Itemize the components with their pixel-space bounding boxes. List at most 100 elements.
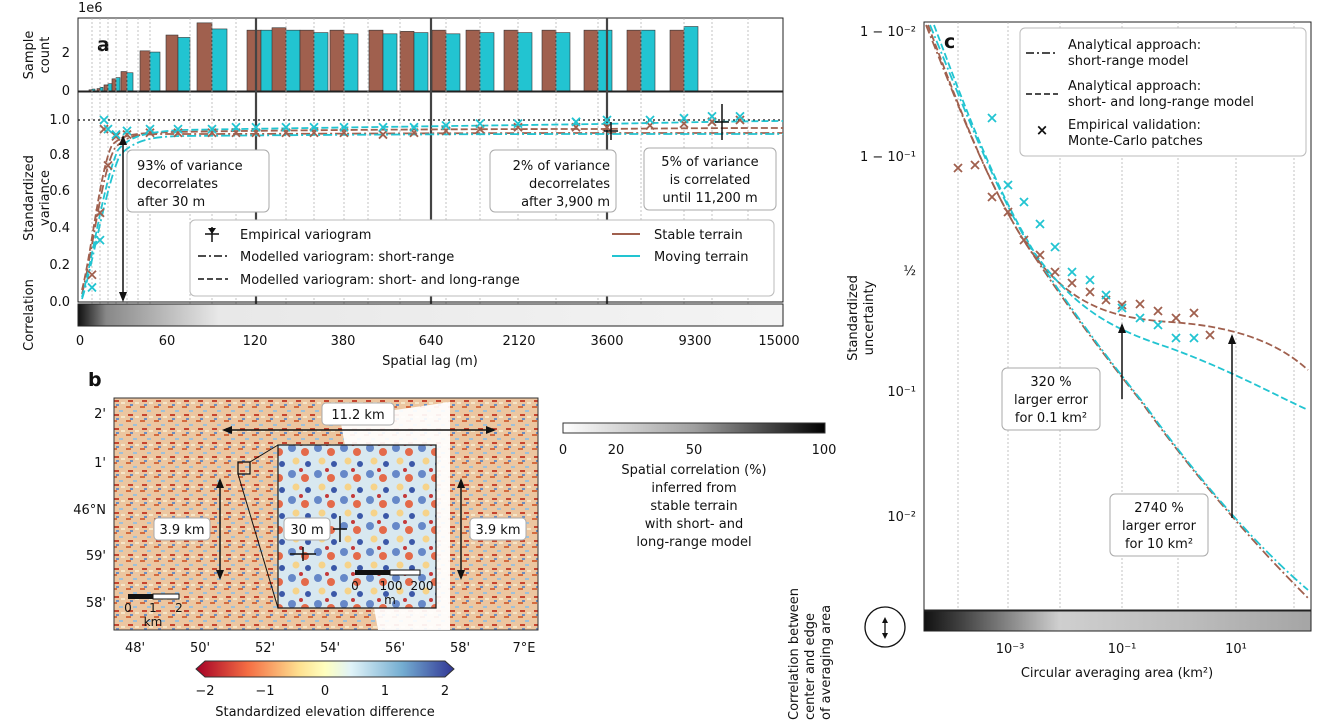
- legend-c-emp: Empirical validation:: [1068, 118, 1201, 133]
- annot-line: 93% of variance: [137, 159, 243, 174]
- corr-cbar-label: Spatial correlation (%): [621, 463, 766, 478]
- xtick: 640: [419, 334, 444, 349]
- annot-line: 2740 %: [1134, 501, 1184, 516]
- panel-a-label: a: [97, 34, 110, 56]
- var-ylabel: Standardized: [22, 155, 37, 241]
- mc-point: [1101, 290, 1111, 300]
- mc-point: [1171, 333, 1181, 343]
- annot-line: for 0.1 km²: [1015, 411, 1087, 426]
- side-label: Correlation between: [787, 588, 802, 720]
- elevation-colorbar: −2 −1 0 1 2 Standardized elevation diffe…: [195, 660, 455, 720]
- empirical-point: [87, 282, 97, 293]
- bar-stable: [399, 31, 415, 92]
- mc-point: [1003, 207, 1013, 217]
- inset-scale-unit: m: [384, 593, 396, 607]
- legend-stable: Stable terrain: [654, 228, 743, 243]
- legend-c-x-marker: ×: [1036, 121, 1049, 139]
- corr-cbar-tick: 100: [812, 443, 837, 458]
- sample-multiplier: 1e6: [78, 1, 103, 16]
- map-xtick: 52': [255, 641, 275, 656]
- annot-line: after 30 m: [137, 195, 205, 210]
- xtick: 9300: [678, 334, 711, 349]
- bar-moving: [597, 29, 613, 92]
- xtick: 15000: [758, 334, 799, 349]
- mc-point: [1035, 250, 1045, 260]
- var-ylabel: variance: [38, 170, 53, 226]
- legend-c-long: Analytical approach:: [1068, 79, 1201, 94]
- cbar-tick: −1: [255, 684, 274, 699]
- sample-ylabel: count: [38, 37, 53, 74]
- annotation-93: 93% of variance decorrelates after 30 m: [126, 149, 270, 213]
- legend-a: Empirical variogram Modelled variogram: …: [189, 219, 775, 297]
- empirical-point: [207, 128, 217, 138]
- variance-lines: [81, 104, 784, 300]
- bar-moving: [211, 28, 228, 92]
- bar-moving: [479, 32, 495, 92]
- variogram-model-line: [81, 120, 784, 298]
- legend-empirical: Empirical variogram: [240, 228, 371, 243]
- mc-point: [1067, 267, 1077, 277]
- bar-stable: [139, 50, 151, 92]
- empirical-point: [122, 129, 132, 140]
- mc-point: [1153, 306, 1163, 316]
- empirical-point: [145, 128, 155, 138]
- empirical-point: [475, 119, 485, 129]
- legend-box: [189, 219, 775, 297]
- empirical-point: [173, 128, 183, 138]
- empirical-point: [441, 120, 451, 131]
- corr-cbar-label: inferred from: [651, 481, 736, 496]
- bar-stable: [431, 29, 447, 92]
- c-ytick: 10⁻²: [887, 510, 916, 525]
- map-yticks: 2' 1' 46°N 59' 58': [73, 407, 106, 611]
- empirical-point: [679, 113, 689, 123]
- annotation-320: 320 % larger error for 0.1 km²: [1001, 367, 1101, 431]
- bar-stable: [111, 78, 117, 92]
- legend-c-long: short- and long-range model: [1068, 95, 1254, 110]
- bar-moving: [149, 51, 161, 92]
- annotation-5: 5% of variance is correlated until 11,20…: [643, 147, 777, 211]
- c-ytick: 1 − 10⁻²: [860, 25, 916, 40]
- empirical-point: [735, 111, 745, 121]
- bar-stable: [626, 29, 642, 92]
- mc-point: [953, 163, 963, 173]
- c-ylabel: uncertainty: [862, 280, 877, 355]
- map-ytick: 46°N: [73, 503, 106, 518]
- c-ytick: ½: [903, 264, 916, 279]
- sample-ytick: 2: [62, 46, 70, 61]
- empirical-point: [122, 126, 132, 136]
- map-scale-tick: 2: [175, 601, 183, 615]
- bar-stable: [583, 29, 599, 92]
- x-ticks: 0 60 120 380 640 2120 3600 9300 15000: [76, 334, 800, 349]
- empirical-point: [707, 111, 717, 121]
- legend-moving: Moving terrain: [654, 250, 748, 265]
- mc-point: [1050, 242, 1060, 252]
- annot-line: decorrelates: [137, 177, 218, 192]
- side-label: of averaging area: [819, 605, 834, 720]
- dist-top-label: 11.2 km: [331, 408, 384, 423]
- map-ytick: 1': [94, 456, 106, 471]
- bar-stable: [196, 22, 213, 92]
- empirical-point: [99, 115, 109, 125]
- bar-moving: [313, 32, 329, 92]
- panel-b-label: b: [88, 369, 102, 391]
- annot-line: until 11,200 m: [662, 191, 757, 206]
- c-xtick: 10¹: [1225, 642, 1247, 657]
- mc-point: [987, 192, 997, 202]
- c-xtick: 10⁻¹: [1108, 642, 1137, 657]
- mc-point: [1135, 313, 1145, 323]
- c-ytick: 1 − 10⁻¹: [860, 150, 916, 165]
- c-xticks: 10⁻³ 10⁻¹ 10¹: [996, 642, 1247, 657]
- var-ytick: 0.6: [49, 184, 70, 199]
- panel-c-label: c: [944, 31, 955, 53]
- map-xtick: 48': [125, 641, 145, 656]
- empirical-point: [95, 235, 105, 245]
- map-scalebar: 0 1 2 km: [124, 593, 183, 629]
- annotation-2: 2% of variance decorrelates after 3,900 …: [489, 149, 617, 213]
- var-ytick: 0.2: [49, 258, 70, 273]
- uncertainty-axes: [923, 21, 1312, 611]
- var-ytick: 0.8: [49, 148, 70, 163]
- map-xtick: 58': [450, 641, 470, 656]
- bar-stable: [165, 34, 179, 92]
- legend-short: Modelled variogram: short-range: [240, 250, 454, 265]
- legend-c: Analytical approach: short-range model A…: [1019, 27, 1307, 157]
